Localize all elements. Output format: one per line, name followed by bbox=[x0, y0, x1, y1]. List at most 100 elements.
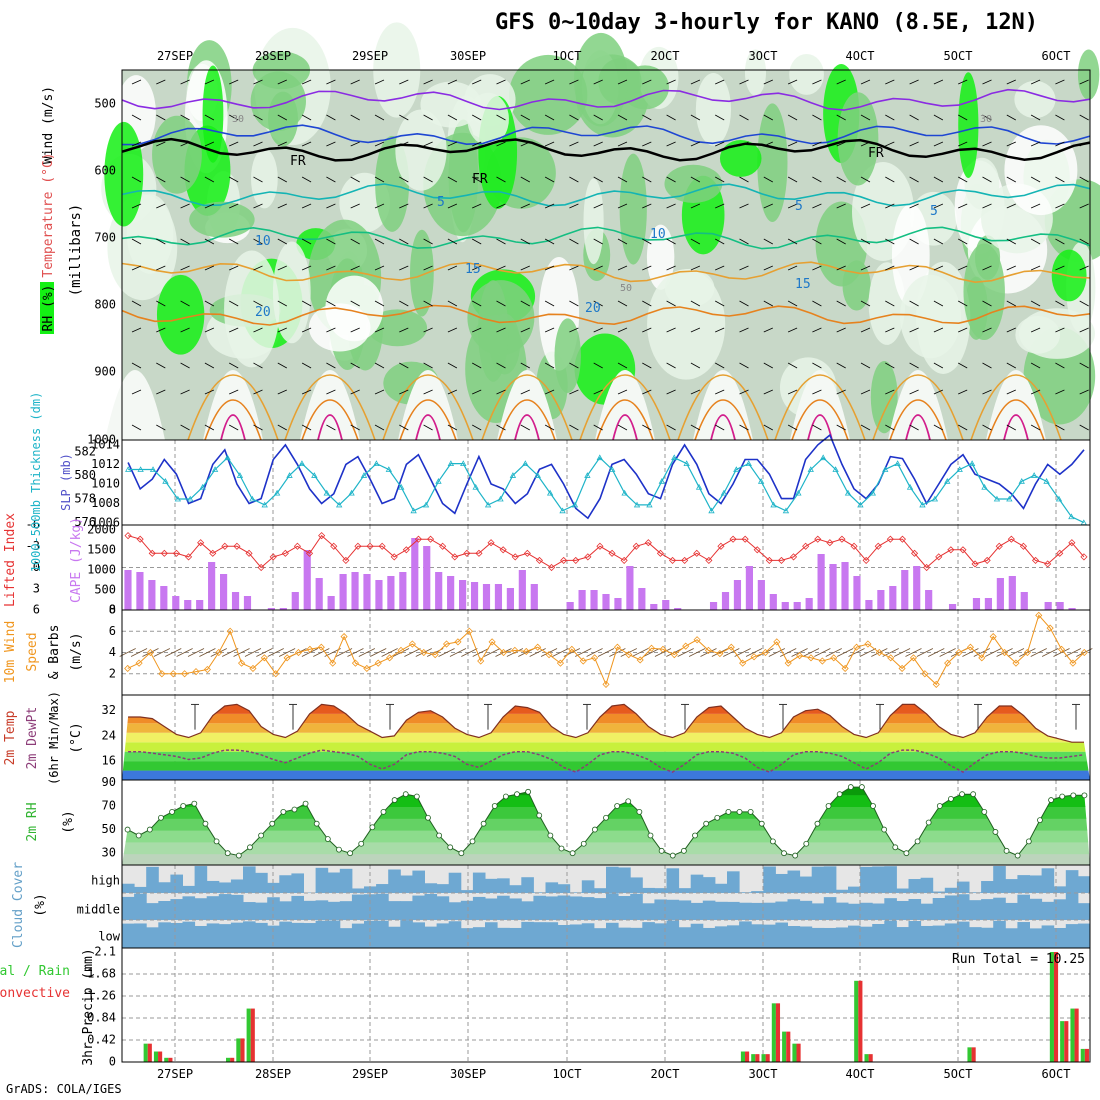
cloud-bar bbox=[690, 874, 704, 893]
temp-band bbox=[122, 770, 1090, 780]
wind-barb bbox=[593, 300, 603, 307]
cloud-bar bbox=[944, 887, 958, 893]
cloud-bar bbox=[1065, 924, 1079, 948]
cloud-level-high: high bbox=[91, 874, 120, 888]
cloud-bar bbox=[255, 922, 268, 948]
wind-barb bbox=[812, 424, 822, 431]
wind-barb bbox=[1055, 238, 1065, 245]
lifted-index-point bbox=[535, 556, 544, 564]
wind-speed-point bbox=[158, 670, 166, 678]
thickness-point bbox=[1006, 495, 1013, 502]
cloud-bar bbox=[569, 924, 583, 948]
cape-bar bbox=[315, 578, 323, 610]
cloud-bar bbox=[727, 871, 740, 893]
wind-barb bbox=[544, 327, 555, 333]
cloud-bar bbox=[1053, 899, 1067, 920]
precip-tick-label: 0.84 bbox=[87, 1011, 116, 1025]
temp-band bbox=[122, 704, 1090, 714]
cloud-bar bbox=[460, 928, 474, 948]
precip-tick-label: 1.68 bbox=[87, 967, 116, 981]
wind-barb bbox=[204, 114, 215, 121]
wind-barb bbox=[156, 265, 166, 271]
wind-barb bbox=[1079, 176, 1089, 183]
wind-barb bbox=[392, 648, 410, 657]
thickness-point bbox=[621, 489, 628, 496]
rh-point bbox=[447, 844, 454, 851]
rh-point bbox=[825, 803, 832, 809]
wind-barb bbox=[552, 648, 569, 657]
cloud-bar bbox=[775, 873, 788, 893]
wind-barb bbox=[909, 176, 919, 183]
rh-point bbox=[736, 808, 743, 815]
wind-barb bbox=[253, 238, 263, 245]
lifted-index-point bbox=[487, 539, 495, 547]
lifted-index-point bbox=[644, 539, 652, 547]
wind-barb bbox=[715, 362, 725, 369]
temp-axis-label-b: 2m DewPt bbox=[25, 707, 40, 770]
wind-barb bbox=[787, 176, 798, 183]
cloud-bar bbox=[799, 900, 813, 920]
cloud-bar bbox=[606, 866, 619, 893]
slp-tick-label: 1014 bbox=[91, 437, 120, 451]
precip-total-bar bbox=[782, 1031, 787, 1062]
wind-barb bbox=[1030, 176, 1041, 183]
cape-bar bbox=[925, 590, 933, 610]
rh-point bbox=[569, 850, 576, 857]
thickness-point bbox=[571, 501, 579, 508]
wind-barb bbox=[156, 300, 166, 307]
wind-barb bbox=[593, 114, 603, 121]
wind-barb bbox=[700, 648, 717, 657]
wind-barb bbox=[204, 203, 215, 209]
cloud-bar bbox=[533, 892, 546, 893]
cloud-bar bbox=[134, 923, 147, 948]
cloud-bar bbox=[1029, 875, 1043, 893]
rh-point bbox=[680, 847, 687, 854]
legend-wind: Wind (m/s) bbox=[41, 86, 56, 164]
wind-barb bbox=[199, 648, 216, 657]
wind-barb bbox=[836, 141, 846, 147]
wind-barb bbox=[131, 141, 142, 147]
rh-tick-label: 70 bbox=[102, 798, 116, 812]
wind-speed-point bbox=[374, 659, 382, 667]
cape-bar bbox=[160, 586, 168, 610]
wind-barb bbox=[617, 265, 628, 271]
cloud-bar bbox=[678, 927, 692, 948]
lifted-index-point bbox=[402, 546, 410, 554]
wind-barb bbox=[506, 648, 524, 657]
wind-barb bbox=[933, 141, 944, 147]
thickness-point bbox=[497, 495, 504, 502]
cloud-bar bbox=[400, 875, 413, 893]
wind-barb bbox=[909, 203, 919, 209]
cloud-bar bbox=[981, 881, 994, 893]
rh-point bbox=[758, 820, 765, 827]
lifted-index-point bbox=[233, 542, 241, 550]
lifted-index-point bbox=[1068, 539, 1076, 547]
lifted-index-point bbox=[1056, 549, 1064, 557]
wind-speed-point bbox=[568, 645, 576, 653]
wind-barb bbox=[593, 141, 603, 147]
thickness-point bbox=[559, 507, 566, 514]
wind-barb bbox=[447, 389, 458, 395]
wind-barb bbox=[301, 300, 312, 307]
cape-bar bbox=[136, 572, 144, 610]
lifted-index-point bbox=[463, 549, 471, 557]
cloud-bar bbox=[763, 902, 776, 920]
wind-barb bbox=[958, 238, 968, 245]
rh-band bbox=[122, 841, 1090, 855]
wind-barb bbox=[958, 141, 968, 147]
cloud-bar bbox=[642, 922, 655, 948]
thickness-tick-label: 582 bbox=[74, 444, 96, 458]
contour-label: 30 bbox=[980, 114, 992, 125]
wind-barb bbox=[472, 238, 482, 245]
rh-contour-fill bbox=[719, 139, 762, 177]
wind-barb bbox=[787, 327, 798, 333]
cloud-bar bbox=[134, 886, 147, 893]
wind-barb bbox=[326, 265, 336, 271]
wind-barb bbox=[253, 389, 263, 395]
wind-barb bbox=[812, 362, 822, 369]
precip-conv-bar bbox=[230, 1057, 235, 1062]
wind-barb bbox=[642, 203, 652, 209]
wind-barb bbox=[204, 389, 215, 395]
lifted-index-point bbox=[390, 553, 398, 561]
wind-barb bbox=[905, 648, 922, 657]
